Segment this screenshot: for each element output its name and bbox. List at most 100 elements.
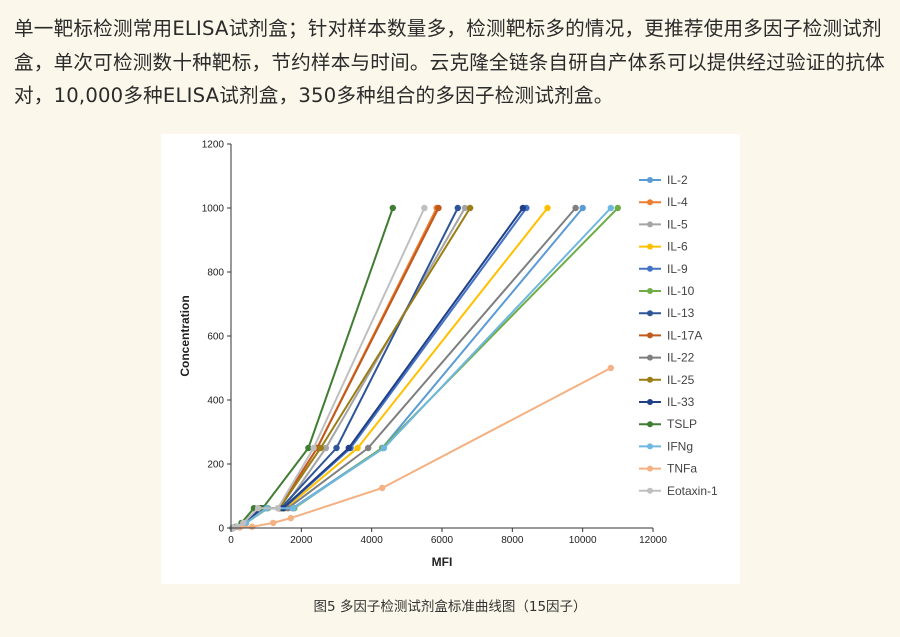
legend-swatch-marker xyxy=(647,265,653,272)
legend-label: TNFa xyxy=(667,462,697,476)
data-point xyxy=(365,444,372,452)
legend-label: IL-17A xyxy=(667,328,702,342)
data-point xyxy=(519,204,527,212)
data-point xyxy=(317,444,324,452)
data-point xyxy=(389,204,396,212)
legend-item: IL-6 xyxy=(639,240,688,254)
y-tick-label: 800 xyxy=(207,268,224,279)
legend-swatch-marker xyxy=(647,332,653,339)
data-point xyxy=(607,364,614,372)
legend-swatch-marker xyxy=(647,243,653,250)
legend-label: IL-2 xyxy=(667,173,688,187)
series-line xyxy=(232,207,466,529)
legend-label: IL-33 xyxy=(667,395,695,409)
legend-label: IL-22 xyxy=(667,351,695,365)
plot-area xyxy=(229,204,621,532)
legend-item: IL-9 xyxy=(639,262,688,276)
legend-swatch-marker xyxy=(647,487,653,494)
series-eotaxin-1 xyxy=(229,204,428,532)
data-point xyxy=(305,444,312,452)
data-point xyxy=(614,204,621,212)
series-il-13 xyxy=(229,204,461,532)
legend-label: IL-9 xyxy=(667,262,688,276)
data-point xyxy=(254,505,262,512)
legend-item: IL-2 xyxy=(639,173,688,187)
data-point xyxy=(572,204,579,212)
data-point xyxy=(544,204,551,212)
legend-item: IL-33 xyxy=(639,395,695,409)
x-tick-label: 8000 xyxy=(501,535,524,546)
y-tick-label: 400 xyxy=(207,396,224,407)
y-tick-label: 200 xyxy=(207,460,224,471)
figure-caption: 图5 多因子检测试剂盒标准曲线图（15因子） xyxy=(313,599,587,615)
data-point xyxy=(240,519,247,527)
data-point xyxy=(233,523,240,530)
legend-label: IL-13 xyxy=(667,306,695,320)
x-tick-label: 4000 xyxy=(361,535,384,546)
legend-swatch-marker xyxy=(647,177,653,183)
y-tick-label: 0 xyxy=(218,524,224,535)
data-point xyxy=(310,444,317,452)
data-point xyxy=(466,204,474,212)
legend-item: TNFa xyxy=(639,462,697,476)
x-tick-label: 0 xyxy=(228,535,234,546)
legend-item: IL-25 xyxy=(639,373,695,387)
legend-swatch-marker xyxy=(647,376,653,383)
data-point xyxy=(322,444,330,452)
data-point xyxy=(354,444,361,452)
x-tick-label: 2000 xyxy=(290,535,313,546)
chart-panel: 0 200 400 600 800 1000 1200 0 2000 4000 6000 8000 10… xyxy=(161,134,740,584)
legend-label: IL-4 xyxy=(667,195,688,209)
legend-label: IL-25 xyxy=(667,373,695,387)
y-tick-label: 600 xyxy=(207,332,224,343)
y-tick-label: 1200 xyxy=(202,140,225,151)
series-il-10 xyxy=(229,204,621,532)
legend-label: Eotaxin-1 xyxy=(667,484,718,498)
legend-item: TSLP xyxy=(639,417,697,431)
data-point xyxy=(248,523,256,530)
legend-label: IL-6 xyxy=(667,240,688,254)
legend-item: IL-13 xyxy=(639,306,695,320)
data-point xyxy=(435,204,442,212)
data-point xyxy=(274,505,281,512)
data-point xyxy=(380,444,388,452)
data-point xyxy=(461,204,469,212)
legend-item: IL-22 xyxy=(639,351,695,365)
legend-item: Eotaxin-1 xyxy=(639,484,718,498)
data-point xyxy=(579,204,586,212)
series-line xyxy=(232,207,528,529)
legend-swatch-marker xyxy=(647,354,653,361)
series-line xyxy=(232,207,459,529)
y-tick-label: 1000 xyxy=(202,204,225,215)
data-point xyxy=(290,505,297,512)
series-line xyxy=(232,207,619,529)
legend-item: IL-17A xyxy=(639,328,702,342)
legend-item: IL-4 xyxy=(639,195,688,209)
legend-swatch-marker xyxy=(647,399,653,405)
legend-label: IL-10 xyxy=(667,284,695,298)
series-il-6 xyxy=(229,204,551,532)
legend-label: IFNg xyxy=(667,439,693,453)
x-axis-title: MFI xyxy=(432,555,453,569)
data-point xyxy=(345,444,352,452)
legend-swatch-marker xyxy=(647,288,653,294)
legend-swatch-marker xyxy=(647,199,653,206)
legend-swatch-marker xyxy=(647,465,653,472)
x-tick-label: 12000 xyxy=(639,535,667,546)
x-tick-label: 10000 xyxy=(569,535,597,546)
series-line xyxy=(232,207,549,529)
series-il-9 xyxy=(229,204,530,532)
data-point xyxy=(421,204,428,212)
legend: IL-2 IL-4 IL-5 IL-6 IL-9 IL-10 IL-13 IL-17A IL-2… xyxy=(639,173,718,498)
legend-item: IL-10 xyxy=(639,284,695,298)
x-tick-label: 6000 xyxy=(431,535,454,546)
legend-item: IL-5 xyxy=(639,217,688,231)
data-point xyxy=(607,204,614,212)
y-axis-title: Concentration xyxy=(178,295,192,376)
legend-label: IL-5 xyxy=(667,217,688,231)
intro-paragraph: 单一靶标检测常用ELISA试剂盒；针对样本数量多，检测靶标多的情况，更推荐使用多… xyxy=(14,17,885,107)
data-point xyxy=(270,519,277,527)
data-point xyxy=(287,514,294,522)
